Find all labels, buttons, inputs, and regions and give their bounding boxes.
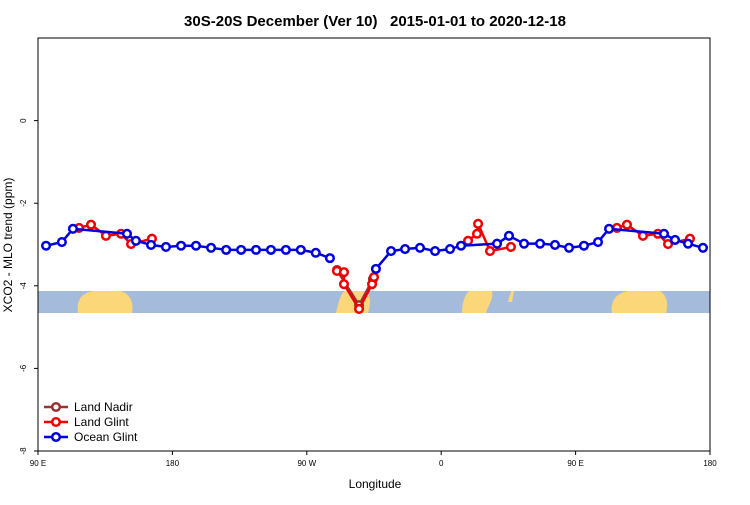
data-point	[549, 239, 561, 250]
data-point	[295, 244, 306, 255]
data-point	[535, 238, 546, 249]
data-point	[697, 242, 709, 253]
data-point	[67, 223, 78, 234]
data-point	[484, 246, 496, 257]
data-point	[130, 235, 142, 246]
chart-title: 30S-20S December (Ver 10) 2015-01-01 to …	[184, 13, 566, 30]
y-tick-label: -6	[19, 364, 28, 372]
series-line	[78, 219, 691, 312]
data-point	[444, 243, 456, 255]
data-point	[41, 240, 52, 251]
data-point	[85, 219, 97, 230]
y-tick-label: 0	[19, 118, 28, 123]
legend-marker	[50, 401, 62, 413]
data-point	[324, 253, 335, 264]
data-point	[604, 223, 615, 234]
x-tick-label: 180	[166, 459, 180, 468]
x-axis-label: Longitude	[349, 477, 402, 491]
y-tick-label: -8	[19, 447, 28, 455]
data-point	[310, 247, 321, 258]
data-point	[121, 228, 133, 239]
data-point	[176, 240, 187, 251]
data-point	[505, 241, 516, 253]
data-point	[519, 238, 530, 249]
data-point	[473, 218, 484, 229]
data-point	[682, 238, 694, 249]
data-point	[414, 242, 426, 253]
y-tick-label: -2	[19, 199, 28, 207]
data-point	[456, 240, 467, 251]
data-point	[354, 303, 365, 314]
series-line	[45, 227, 704, 270]
legend-label: Land Nadir	[74, 400, 133, 414]
data-point	[370, 263, 381, 274]
data-point	[430, 246, 441, 257]
data-point	[236, 244, 247, 255]
data-point	[206, 242, 217, 253]
x-tick-label: 90 E	[567, 459, 583, 468]
data-point	[658, 228, 670, 239]
data-point	[563, 242, 575, 253]
data-point	[145, 239, 157, 250]
data-point	[492, 238, 503, 249]
data-point	[592, 236, 604, 248]
data-point	[338, 279, 350, 290]
data-point	[670, 234, 681, 246]
data-point	[250, 244, 262, 255]
data-point	[621, 219, 633, 230]
data-point	[385, 246, 397, 257]
data-point	[160, 241, 172, 253]
data-point	[190, 240, 202, 251]
x-tick-label: 180	[703, 459, 717, 468]
data-point	[400, 243, 411, 255]
data-point	[578, 240, 590, 251]
legend-label: Land Glint	[74, 415, 129, 429]
data-point	[56, 236, 67, 248]
x-tick-label: 90 E	[30, 459, 46, 468]
x-tick-label: 0	[439, 459, 444, 468]
data-point	[662, 239, 674, 250]
legend-marker	[50, 416, 62, 428]
legend-label: Ocean Glint	[74, 430, 138, 444]
data-point	[471, 228, 483, 239]
map-strip	[38, 291, 710, 313]
data-point	[280, 244, 291, 255]
legend-marker	[50, 431, 62, 443]
y-tick-label: -4	[19, 282, 28, 290]
data-point	[265, 244, 277, 255]
data-point	[368, 272, 380, 283]
x-tick-label: 90 W	[297, 459, 316, 468]
plot-frame	[37, 37, 711, 452]
data-point	[338, 267, 350, 278]
data-point	[503, 230, 515, 241]
data-point	[221, 244, 232, 255]
y-axis-label: XCO2 - MLO trend (ppm)	[1, 178, 15, 313]
